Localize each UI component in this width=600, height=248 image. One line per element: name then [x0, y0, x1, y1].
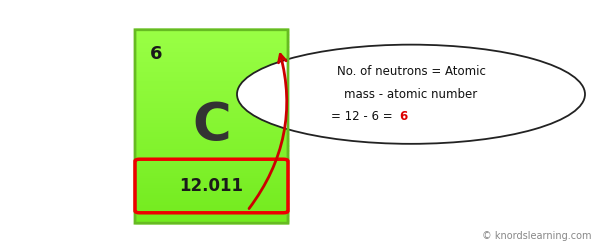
Bar: [135, 49, 288, 52]
Bar: [135, 177, 288, 180]
Bar: [135, 140, 288, 143]
Bar: [135, 119, 288, 122]
Bar: [135, 145, 288, 148]
Bar: [135, 198, 288, 201]
Bar: [135, 92, 288, 95]
Bar: [135, 73, 288, 76]
Bar: [135, 136, 288, 139]
Bar: [135, 160, 288, 163]
Bar: [135, 68, 288, 71]
Bar: [135, 182, 288, 185]
Bar: [135, 211, 288, 214]
Bar: [135, 41, 288, 44]
Bar: [135, 104, 288, 107]
Bar: [135, 203, 288, 206]
Bar: [135, 65, 288, 68]
Text: C: C: [192, 100, 231, 153]
Bar: [135, 186, 288, 189]
Bar: [135, 56, 288, 59]
Bar: [135, 126, 288, 129]
Bar: [135, 121, 288, 124]
Text: 12.011: 12.011: [179, 177, 244, 195]
Bar: [135, 75, 288, 78]
Bar: [135, 206, 288, 209]
Bar: [135, 128, 288, 131]
Bar: [135, 170, 288, 172]
Bar: [135, 34, 288, 37]
Bar: [135, 85, 288, 88]
Bar: [135, 53, 288, 56]
Text: mass - atomic number: mass - atomic number: [344, 88, 478, 101]
Bar: [135, 90, 288, 93]
Bar: [135, 58, 288, 61]
Bar: [135, 167, 288, 170]
Bar: [135, 51, 288, 54]
Bar: [135, 157, 288, 160]
Text: 6: 6: [150, 45, 163, 63]
Bar: [135, 174, 288, 177]
Bar: [135, 148, 288, 151]
Bar: [135, 150, 288, 153]
Bar: [135, 107, 288, 110]
Bar: [135, 94, 288, 97]
Bar: [135, 32, 288, 35]
Bar: [135, 216, 288, 218]
Bar: [135, 184, 288, 187]
Bar: [135, 172, 288, 175]
Bar: [135, 133, 288, 136]
Bar: [135, 111, 288, 114]
Bar: [135, 36, 288, 39]
Bar: [135, 39, 288, 42]
Bar: [135, 99, 288, 102]
Bar: [135, 63, 288, 66]
Bar: [135, 218, 288, 221]
Bar: [135, 189, 288, 192]
Bar: [135, 131, 288, 134]
Bar: [135, 153, 288, 155]
Bar: [135, 179, 288, 182]
Bar: [135, 165, 288, 168]
Bar: [135, 87, 288, 90]
Bar: [135, 97, 288, 100]
Bar: [135, 114, 288, 117]
Bar: [135, 70, 288, 73]
Bar: [135, 194, 288, 197]
Bar: [135, 116, 288, 119]
Bar: [135, 143, 288, 146]
Text: No. of neutrons = Atomic: No. of neutrons = Atomic: [337, 65, 485, 78]
Bar: [135, 191, 288, 194]
Bar: [135, 102, 288, 105]
Bar: [135, 82, 288, 85]
Bar: [135, 138, 288, 141]
Bar: [135, 124, 288, 126]
Bar: [135, 78, 288, 81]
Bar: [135, 213, 288, 216]
Bar: [135, 208, 288, 211]
Bar: [135, 61, 288, 64]
Bar: [135, 201, 288, 204]
Ellipse shape: [237, 45, 585, 144]
Bar: [135, 46, 288, 49]
Text: 6: 6: [399, 110, 407, 123]
Bar: [135, 109, 288, 112]
Bar: [135, 162, 288, 165]
Bar: [135, 80, 288, 83]
Text: = 12 - 6 =: = 12 - 6 =: [331, 110, 396, 123]
Text: © knordslearning.com: © knordslearning.com: [482, 231, 591, 241]
Bar: [135, 196, 288, 199]
Bar: [135, 155, 288, 158]
Bar: [135, 44, 288, 47]
Bar: [135, 29, 288, 32]
Bar: [135, 220, 288, 223]
